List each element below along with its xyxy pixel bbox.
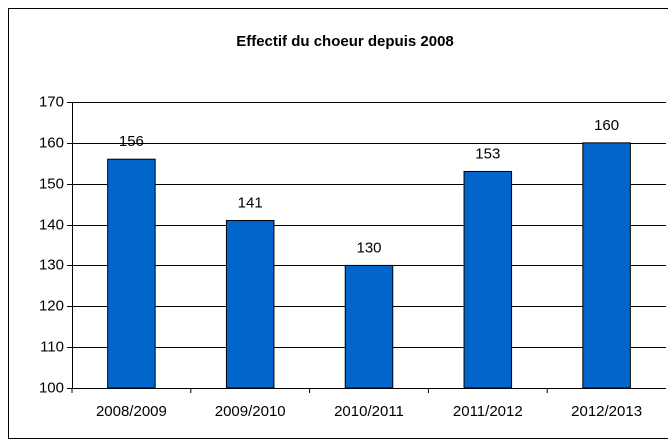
bar [344,264,394,389]
bar [582,142,631,389]
y-tick-label: 110 [40,338,64,355]
y-tick-label: 100 [39,379,64,396]
chart-title: Effectif du choeur depuis 2008 [236,33,454,50]
y-tick-label: 170 [39,93,64,110]
data-label: 141 [238,194,263,211]
bar [463,170,513,389]
data-label: 130 [356,239,381,256]
x-tick-label: 2009/2010 [215,403,286,420]
y-tick-label: 150 [39,175,64,192]
y-tick-label: 130 [39,256,64,273]
y-tick-label: 120 [39,297,64,314]
x-tick-label: 2008/2009 [96,403,167,420]
bar [225,219,275,389]
y-tick-label: 160 [39,134,64,151]
data-label: 160 [594,117,619,134]
y-tick-label: 140 [39,216,64,233]
x-tick-label: 2011/2012 [453,403,523,420]
bar [107,158,156,389]
data-label: 153 [475,145,500,162]
x-tick-label: 2012/2013 [571,403,642,420]
x-tick-label: 2010/2011 [334,403,404,420]
data-label: 156 [119,133,144,150]
